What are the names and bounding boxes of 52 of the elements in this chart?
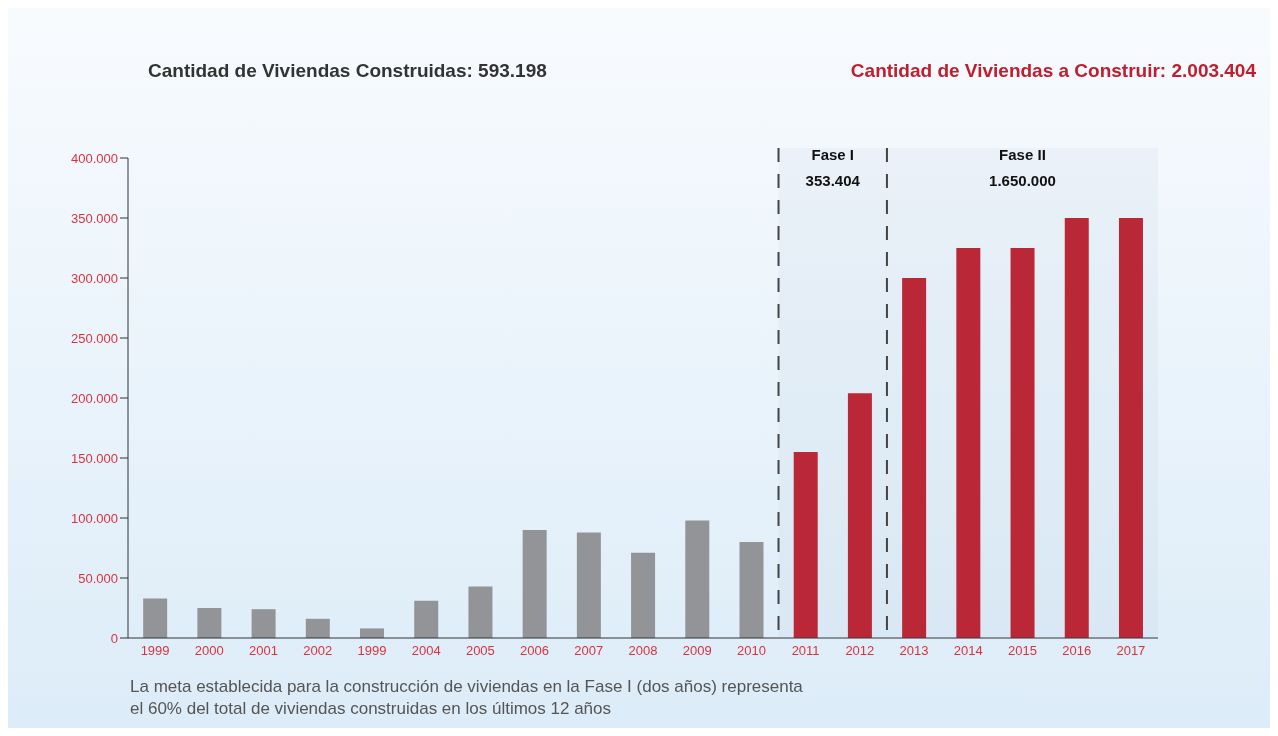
bar — [576, 532, 601, 638]
bar — [197, 608, 222, 638]
x-tick-label: 2017 — [1116, 643, 1146, 659]
x-tick-label: 2012 — [845, 643, 875, 659]
x-tick-label: 2008 — [628, 643, 658, 659]
bar — [251, 609, 276, 638]
x-tick-label: 2002 — [303, 643, 333, 659]
band-label: Fase I 353.404 — [805, 146, 861, 189]
x-tick-label: 2015 — [1008, 643, 1037, 659]
x-tick-label: 2005 — [465, 643, 495, 659]
bar — [847, 393, 872, 638]
x-tick-label: 1999 — [357, 643, 387, 659]
y-tick-label: 100.000 — [71, 510, 118, 526]
bar — [468, 586, 493, 638]
bar — [414, 600, 439, 638]
x-tick-label: 2006 — [520, 643, 550, 659]
bar — [522, 530, 547, 638]
y-tick-label: 0 — [110, 630, 118, 646]
bar — [360, 628, 385, 638]
y-tick-label: 300.000 — [71, 270, 118, 286]
chart-title: Cantidad de Viviendas Construidas: 593.198 — [148, 60, 547, 82]
text: La meta establecida para la construcción de viviendas en la Fase I (dos años) representa el 60% del total de viviendas construidas en los últimos 12 años — [130, 676, 803, 720]
band-label: Fase II 1.650.000 — [989, 146, 1056, 189]
bar — [1010, 248, 1035, 638]
bar — [685, 520, 710, 638]
x-tick-label: 2014 — [953, 643, 983, 659]
bar — [956, 248, 981, 638]
bar — [902, 278, 927, 638]
bar — [793, 452, 818, 638]
bar — [631, 552, 656, 638]
x-tick-label: 1999 — [140, 643, 170, 659]
bar — [1064, 218, 1089, 638]
x-tick-label: 2004 — [411, 643, 441, 659]
x-tick-label: 2013 — [899, 643, 929, 659]
y-tick-label: 200.000 — [71, 390, 118, 406]
y-tick-label: 400.000 — [71, 150, 118, 166]
y-tick-label: 50.000 — [78, 570, 118, 586]
y-tick-label: 250.000 — [71, 330, 118, 346]
x-tick-label: 2009 — [682, 643, 712, 659]
y-tick-label: 350.000 — [71, 210, 118, 226]
x-tick-label: 2010 — [736, 643, 766, 659]
chart-subtitle: Cantidad de Viviendas a Construir: 2.003.404 — [850, 60, 1256, 82]
bar — [305, 618, 330, 638]
y-tick-label: 150.000 — [71, 450, 118, 466]
x-tick-label: 2001 — [249, 643, 278, 659]
x-tick-label: 2016 — [1062, 643, 1092, 659]
x-tick-label: 2011 — [791, 643, 820, 659]
bar — [143, 598, 168, 638]
bar — [739, 542, 764, 638]
bar — [1118, 218, 1143, 638]
x-tick-label: 2000 — [194, 643, 224, 659]
x-tick-label: 2007 — [574, 643, 604, 659]
